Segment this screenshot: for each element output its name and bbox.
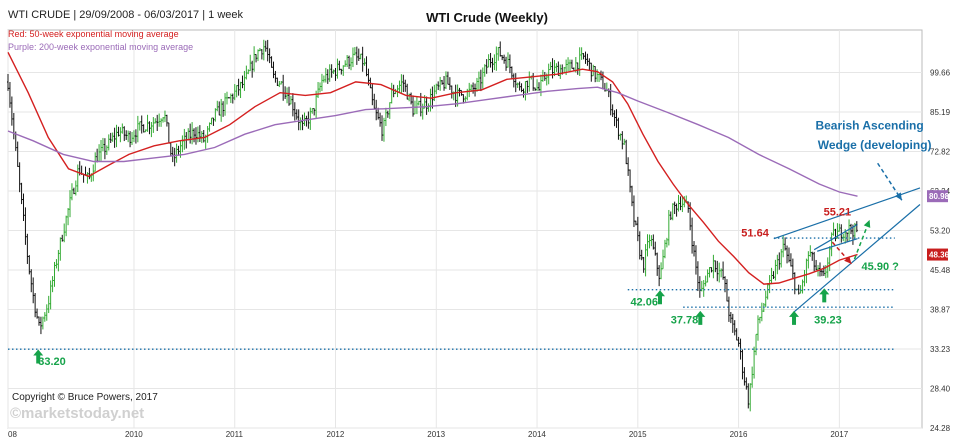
annotation-resist-5521: 55.21 [824,206,852,218]
wedge-line [793,204,921,313]
up-arrow-icon [789,310,800,325]
up-arrow-icon [654,290,665,305]
up-arrow-icon [819,288,830,303]
y-tick-label: 33.23 [930,345,951,354]
ema50-value-label: 48.36 [929,251,950,260]
y-tick-label: 53.20 [930,227,951,236]
wedge-line [813,223,858,251]
price-tag [927,190,948,203]
x-tick-label: 2013 [427,430,445,439]
annotation-support-3778: 37.78 [671,314,699,326]
copyright: Copyright © Bruce Powers, 2017 [12,392,158,403]
moving-averages [7,51,858,285]
annotation-wedge-line2: Wedge (developing) [818,138,932,152]
x-tick-label: 2012 [327,430,345,439]
y-tick-label: 24.28 [930,424,951,433]
y-tick-label: 72.82 [930,148,951,157]
wedge-pointer-arrow [877,162,903,201]
wedge-line [817,238,858,252]
annotation-support-42: 42.06 [630,296,658,308]
y-tick-label: 99.66 [930,69,951,78]
price-tag [927,248,948,261]
x-tick-label: 08 [8,430,17,439]
y-tick-label: 38.87 [930,306,951,315]
chart-info: WTI CRUDE | 29/09/2008 - 06/03/2017 | 1 … [8,9,244,21]
y-tick-label: 45.48 [930,266,951,275]
ema50-line [7,51,858,285]
x-tick-label: 2017 [830,430,848,439]
up-arrow-icon [695,310,706,325]
watermark: ©marketstoday.net [10,405,144,422]
x-tick-label: 2010 [125,430,143,439]
x-tick-label: 2015 [629,430,647,439]
x-tick-label: 2011 [226,430,244,439]
ema200-line [7,86,858,197]
axes: 24.2828.4033.2338.8745.4853.2062.2472.82… [8,69,951,439]
wedge-pointer-arrow-head-icon [894,192,902,201]
ema200-value-label: 80.98 [929,192,950,201]
legend-ema50: Red: 50-week exponential moving average [8,29,179,39]
annotation-support-3923: 39.23 [814,314,842,326]
support-resistance-lines [8,187,921,350]
x-tick-label: 2016 [730,430,748,439]
x-tick-label: 2014 [528,430,546,439]
breakdown-arrow-head-icon [844,256,852,264]
y-tick-label: 85.19 [930,108,951,117]
y-tick-label: 28.40 [930,385,951,394]
annotations: 33.20 42.06 37.78 39.23 51.64 55.21 45.90 ? Bea… [33,118,932,368]
chart-title: WTI Crude (Weekly) [426,10,548,25]
annotation-wedge-line1: Bearish Ascending [815,118,923,132]
annotation-support-33: 33.20 [38,356,66,368]
legend-ema200: Purple: 200-week exponential moving aver… [8,42,193,52]
up-arrow-icon [33,349,44,364]
breakout-arrow-head-icon [863,219,871,228]
annotation-target-4590: 45.90 ? [862,261,900,273]
annotation-resist-5164: 51.64 [741,227,769,239]
